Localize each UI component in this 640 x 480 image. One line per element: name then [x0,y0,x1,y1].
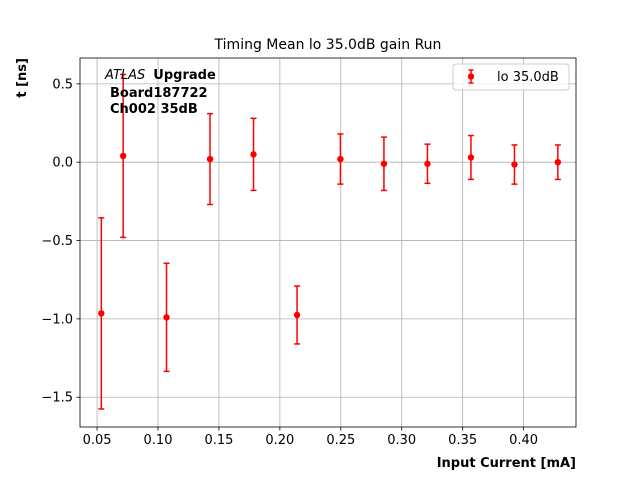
legend-box [452,63,570,91]
data-point [206,155,214,163]
x-tick-label: 0.40 [509,433,538,448]
y-tick-label: 0.5 [52,77,73,92]
x-tick-label: 0.25 [326,433,355,448]
data-point [163,314,170,321]
x-axis-ticks: 0.05 0.10 0.15 0.20 0.25 0.30 0.35 0.40 [83,427,538,448]
plot-area [79,57,577,428]
atlas-annotation: ATLAS Upgrade Board187722 Ch002 35dB [104,66,216,117]
x-tick-label: 0.30 [387,433,416,448]
x-tick-label: 0.15 [204,433,233,448]
x-tick-label: 0.05 [83,433,112,448]
y-tick-label: 0.0 [52,156,73,171]
svg-text:ATLAS Upgrade: ATLAS Upgrade [104,66,216,83]
x-tick-label: 0.20 [265,433,294,448]
data-point [337,155,344,163]
data-point [554,158,562,166]
data-point [119,152,127,160]
y-tick-label: −1.5 [41,391,73,406]
data-point [293,311,301,319]
legend-label: lo 35.0dB [497,70,559,85]
legend: lo 35.0dB [452,63,570,91]
data-point [511,161,518,168]
y-axis-label: t [ns] [15,58,30,98]
y-tick-label: −0.5 [41,234,73,249]
annotation-channel: Ch002 35dB [110,102,198,117]
data-point [467,154,475,161]
x-tick-label: 0.35 [448,433,477,448]
data-points [98,151,562,321]
data-point [250,151,257,158]
data-point [380,160,388,167]
y-tick-label: −1.0 [41,312,73,327]
data-point [424,160,431,167]
legend-marker [467,73,475,80]
annotation-atlas: ATLAS [104,68,145,83]
annotation-upgrade: Upgrade [153,68,216,83]
grid-lines [80,58,576,427]
x-axis-label: Input Current [mA] [437,456,576,471]
x-tick-label: 0.10 [144,433,173,448]
chart-title: Timing Mean lo 35.0dB gain Run [214,37,442,53]
annotation-board: Board187722 [110,86,208,101]
y-axis-ticks: −1.5 −1.0 −0.5 0.0 0.5 [41,77,80,406]
data-point [98,310,105,317]
